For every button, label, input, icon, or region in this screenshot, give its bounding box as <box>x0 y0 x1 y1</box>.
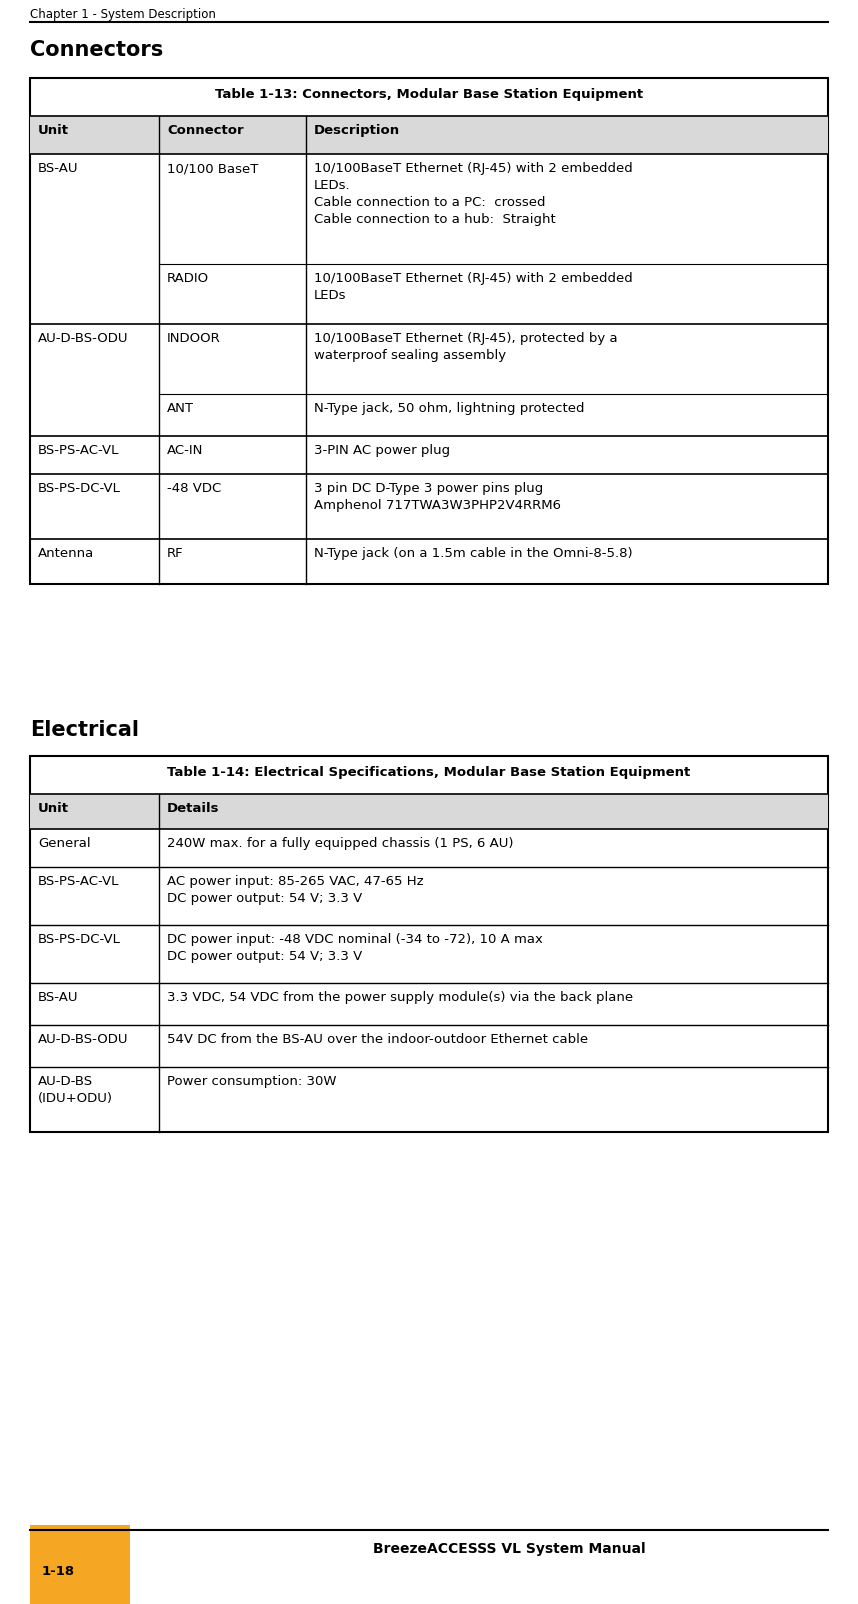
Bar <box>30 115 828 154</box>
Text: AU-D-BS
(IDU+ODU): AU-D-BS (IDU+ODU) <box>38 1075 113 1105</box>
Text: Power consumption: 30W: Power consumption: 30W <box>167 1075 336 1088</box>
Text: RF: RF <box>167 547 184 560</box>
Text: BS-PS-DC-VL: BS-PS-DC-VL <box>38 934 121 946</box>
Text: ANT: ANT <box>167 403 194 415</box>
Text: BS-AU: BS-AU <box>38 162 78 175</box>
Text: 10/100 BaseT: 10/100 BaseT <box>167 162 258 175</box>
Text: 3 pin DC D-Type 3 power pins plug
Amphenol 717TWA3W3PHP2V4RRM6: 3 pin DC D-Type 3 power pins plug Amphen… <box>314 481 561 512</box>
Text: AC-IN: AC-IN <box>167 444 203 457</box>
Text: BS-PS-DC-VL: BS-PS-DC-VL <box>38 481 121 496</box>
Text: BS-AU: BS-AU <box>38 991 78 1004</box>
Text: BreezeACCESSS VL System Manual: BreezeACCESSS VL System Manual <box>372 1541 645 1556</box>
Bar <box>30 794 828 829</box>
Text: Connectors: Connectors <box>30 40 163 59</box>
Text: -48 VDC: -48 VDC <box>167 481 221 496</box>
Text: N-Type jack (on a 1.5m cable in the Omni-8-5.8): N-Type jack (on a 1.5m cable in the Omni… <box>314 547 632 560</box>
Text: BS-PS-AC-VL: BS-PS-AC-VL <box>38 444 119 457</box>
Text: Antenna: Antenna <box>38 547 94 560</box>
Text: Connector: Connector <box>167 124 244 136</box>
Text: General: General <box>38 837 91 850</box>
Text: AC power input: 85-265 VAC, 47-65 Hz
DC power output: 54 V; 3.3 V: AC power input: 85-265 VAC, 47-65 Hz DC … <box>167 876 424 905</box>
Text: Electrical: Electrical <box>30 720 139 739</box>
Bar <box>30 79 828 584</box>
Text: N-Type jack, 50 ohm, lightning protected: N-Type jack, 50 ohm, lightning protected <box>314 403 584 415</box>
Text: 3-PIN AC power plug: 3-PIN AC power plug <box>314 444 450 457</box>
Text: 240W max. for a fully equipped chassis (1 PS, 6 AU): 240W max. for a fully equipped chassis (… <box>167 837 513 850</box>
Text: 10/100BaseT Ethernet (RJ-45) with 2 embedded
LEDs: 10/100BaseT Ethernet (RJ-45) with 2 embe… <box>314 273 632 302</box>
Text: Table 1-14: Electrical Specifications, Modular Base Station Equipment: Table 1-14: Electrical Specifications, M… <box>167 767 691 780</box>
Text: 10/100BaseT Ethernet (RJ-45), protected by a
waterproof sealing assembly: 10/100BaseT Ethernet (RJ-45), protected … <box>314 332 618 363</box>
Text: AU-D-BS-ODU: AU-D-BS-ODU <box>38 332 129 345</box>
Bar <box>30 1525 130 1604</box>
Text: AU-D-BS-ODU: AU-D-BS-ODU <box>38 1033 129 1046</box>
Text: Unit: Unit <box>38 802 69 815</box>
Text: Table 1-13: Connectors, Modular Base Station Equipment: Table 1-13: Connectors, Modular Base Sta… <box>215 88 643 101</box>
Text: 54V DC from the BS-AU over the indoor-outdoor Ethernet cable: 54V DC from the BS-AU over the indoor-ou… <box>167 1033 588 1046</box>
Text: BS-PS-AC-VL: BS-PS-AC-VL <box>38 876 119 889</box>
Text: Description: Description <box>314 124 400 136</box>
Text: 10/100BaseT Ethernet (RJ-45) with 2 embedded
LEDs.
Cable connection to a PC:  cr: 10/100BaseT Ethernet (RJ-45) with 2 embe… <box>314 162 632 226</box>
Text: 1-18: 1-18 <box>42 1566 76 1578</box>
Text: 3.3 VDC, 54 VDC from the power supply module(s) via the back plane: 3.3 VDC, 54 VDC from the power supply mo… <box>167 991 633 1004</box>
Text: RADIO: RADIO <box>167 273 209 286</box>
Bar <box>30 755 828 1132</box>
Text: DC power input: -48 VDC nominal (-34 to -72), 10 A max
DC power output: 54 V; 3.: DC power input: -48 VDC nominal (-34 to … <box>167 934 543 962</box>
Text: Unit: Unit <box>38 124 69 136</box>
Text: Chapter 1 - System Description: Chapter 1 - System Description <box>30 8 216 21</box>
Text: Details: Details <box>167 802 220 815</box>
Text: INDOOR: INDOOR <box>167 332 221 345</box>
